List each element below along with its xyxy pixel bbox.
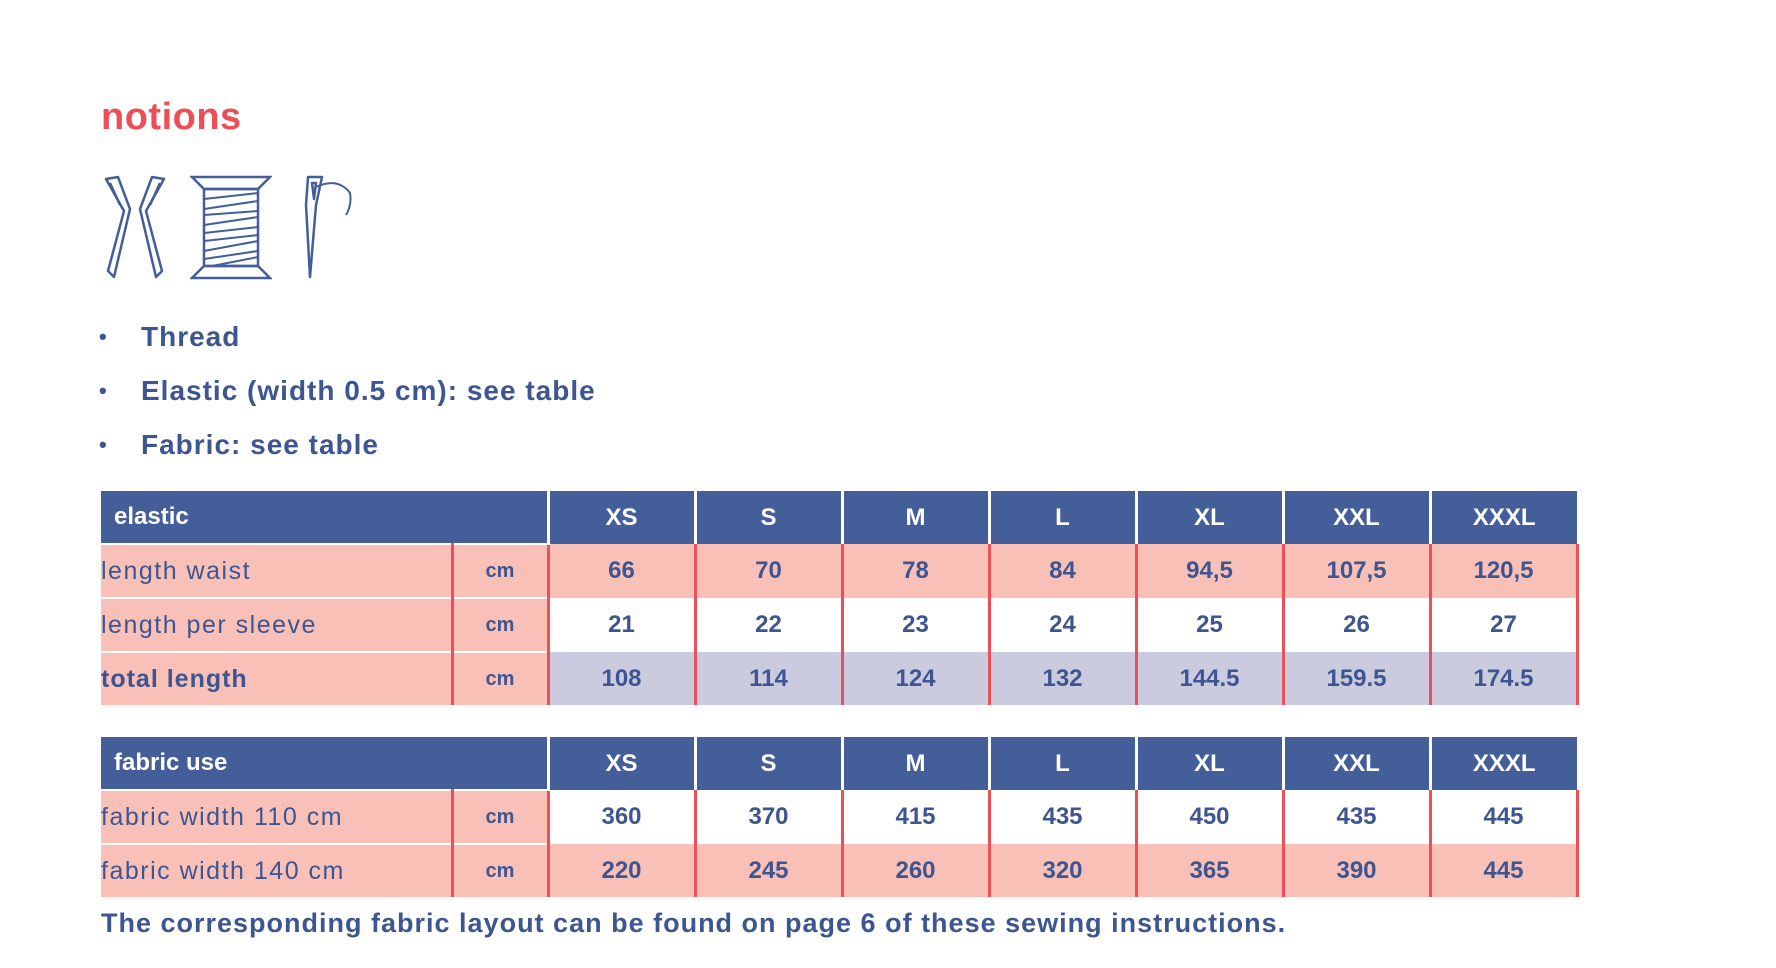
table-cell: 124	[840, 652, 989, 705]
table-cell: 107,5	[1281, 544, 1430, 598]
table-cell: 370	[693, 790, 842, 844]
table-row: total length cm 108 114 124 132 144.5 15…	[101, 651, 1579, 705]
table-cell: 435	[987, 790, 1136, 844]
table-row: fabric width 140 cm cm 220 245 260 320 3…	[101, 843, 1579, 897]
table-header-label: elastic	[101, 491, 548, 544]
table-cell: 78	[840, 544, 989, 598]
bullet: •	[99, 324, 108, 349]
size-header: S	[693, 737, 842, 790]
row-label: length per sleeve	[101, 597, 452, 652]
list-item: • Thread	[95, 310, 596, 364]
row-unit: cm	[450, 651, 548, 705]
table-cell: 365	[1134, 844, 1283, 897]
table-cell: 108	[546, 652, 695, 705]
table-cell: 25	[1134, 598, 1283, 652]
table-cell: 320	[987, 844, 1136, 897]
row-label: total length	[101, 651, 452, 705]
list-item: • Elastic (width 0.5 cm): see table	[95, 364, 596, 418]
size-header: XXL	[1281, 737, 1430, 790]
table-cell: 450	[1134, 790, 1283, 844]
size-header: XXL	[1281, 491, 1430, 544]
fabric-use-table: fabric use XS S M L XL XXL XXXL fabric w…	[101, 737, 1579, 897]
table-cell: 94,5	[1134, 544, 1283, 598]
bullet: •	[99, 432, 108, 457]
list-item-text: Thread	[141, 321, 241, 352]
list-item-text: Elastic (width 0.5 cm): see table	[141, 375, 596, 406]
table-cell: 27	[1428, 598, 1579, 652]
thread-spool-icon	[190, 175, 272, 280]
size-header: XS	[546, 737, 695, 790]
table-cell: 260	[840, 844, 989, 897]
row-label: fabric width 110 cm	[101, 789, 452, 844]
table-cell: 22	[693, 598, 842, 652]
table-cell: 245	[693, 844, 842, 897]
table-cell: 220	[546, 844, 695, 897]
size-header: M	[840, 737, 989, 790]
size-header: XL	[1134, 491, 1283, 544]
table-cell: 445	[1428, 790, 1579, 844]
table-header-row: fabric use XS S M L XL XXL XXXL	[101, 737, 1577, 790]
table-cell: 114	[693, 652, 842, 705]
bullet: •	[99, 378, 108, 403]
size-header: XXXL	[1428, 491, 1577, 544]
scissors-icon	[104, 175, 166, 279]
section-title: notions	[101, 96, 242, 138]
elastic-table: elastic XS S M L XL XXL XXXL length wais…	[101, 491, 1579, 705]
size-header: XXXL	[1428, 737, 1577, 790]
table-row: length per sleeve cm 21 22 23 24 25 26 2…	[101, 597, 1579, 652]
notions-list: • Thread • Elastic (width 0.5 cm): see tab…	[95, 310, 596, 472]
size-header: S	[693, 491, 842, 544]
table-cell: 415	[840, 790, 989, 844]
table-cell: 390	[1281, 844, 1430, 897]
table-cell: 120,5	[1428, 544, 1579, 598]
table-cell: 159.5	[1281, 652, 1430, 705]
table-cell: 70	[693, 544, 842, 598]
list-item: • Fabric: see table	[95, 418, 596, 472]
table-row: length waist cm 66 70 78 84 94,5 107,5 1…	[101, 543, 1579, 598]
table-cell: 174.5	[1428, 652, 1579, 705]
footnote: The corresponding fabric layout can be f…	[101, 908, 1287, 938]
table-cell: 66	[546, 544, 695, 598]
table-header-label: fabric use	[101, 737, 548, 790]
size-header: M	[840, 491, 989, 544]
table-cell: 360	[546, 790, 695, 844]
table-header-row: elastic XS S M L XL XXL XXXL	[101, 491, 1577, 544]
size-header: XS	[546, 491, 695, 544]
row-label: fabric width 140 cm	[101, 843, 452, 897]
table-cell: 144.5	[1134, 652, 1283, 705]
row-label: length waist	[101, 543, 452, 598]
table-cell: 26	[1281, 598, 1430, 652]
size-header: XL	[1134, 737, 1283, 790]
row-unit: cm	[450, 597, 548, 652]
table-cell: 21	[546, 598, 695, 652]
table-cell: 445	[1428, 844, 1579, 897]
size-header: L	[987, 737, 1136, 790]
table-cell: 435	[1281, 790, 1430, 844]
list-item-text: Fabric: see table	[141, 429, 379, 460]
row-unit: cm	[450, 843, 548, 897]
table-cell: 23	[840, 598, 989, 652]
row-unit: cm	[450, 789, 548, 844]
needle-icon	[304, 175, 352, 279]
table-cell: 84	[987, 544, 1136, 598]
size-header: L	[987, 491, 1136, 544]
row-unit: cm	[450, 543, 548, 598]
table-cell: 132	[987, 652, 1136, 705]
table-cell: 24	[987, 598, 1136, 652]
table-row: fabric width 110 cm cm 360 370 415 435 4…	[101, 789, 1579, 844]
